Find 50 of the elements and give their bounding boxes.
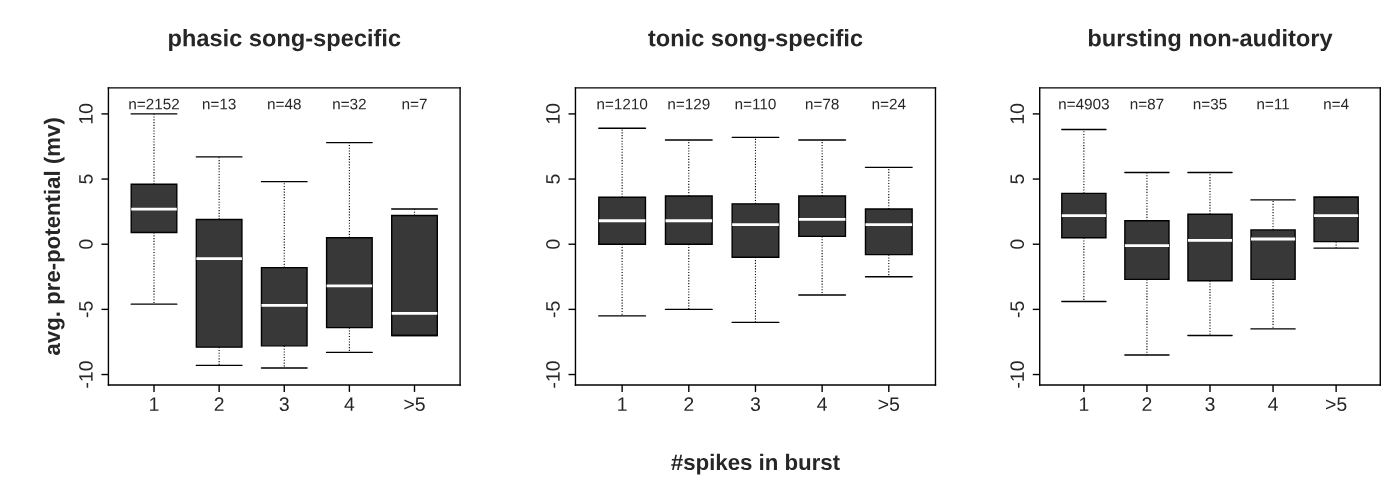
annotation: n=78 [805, 98, 839, 110]
x-tick-label: 1 [1079, 397, 1089, 411]
y-tick-label: -5 [1010, 301, 1025, 318]
annotation: n=13 [202, 98, 236, 110]
annotation: n=7 [402, 98, 427, 110]
x-tick-label: 2 [1142, 397, 1152, 411]
y-tick-label: 10 [79, 103, 93, 124]
x-tick-label: 2 [214, 397, 224, 411]
y-tick-label: -10 [79, 361, 93, 388]
annotation: n=2152 [129, 98, 179, 110]
x-tick-label: 1 [618, 397, 627, 411]
annotation: n=129 [668, 98, 710, 110]
y-tick-label: 5 [546, 174, 560, 184]
annotation: n=11 [1257, 98, 1289, 110]
y-tick-label: -5 [546, 301, 560, 318]
x-tick-label: >5 [1326, 397, 1347, 412]
x-tick-label: 1 [150, 397, 159, 411]
chart-title: phasic song-specific [169, 29, 401, 52]
x-tick-label: 4 [344, 397, 355, 411]
annotation: n=35 [1193, 98, 1227, 110]
chart-title: tonic song-specific [648, 29, 863, 52]
annotation: n=48 [268, 98, 301, 110]
x-tick-label: 2 [684, 397, 694, 411]
x-tick-label: 3 [1205, 397, 1215, 412]
y-tick-label: -10 [1010, 361, 1025, 388]
y-tick-label: 5 [1010, 174, 1025, 184]
annotation: n=24 [872, 98, 906, 110]
annotation: n=1210 [597, 98, 648, 110]
annotation: n=32 [333, 98, 366, 110]
y-tick-label: 0 [79, 239, 93, 249]
x-tick-label: 4 [817, 397, 827, 411]
x-tick-label: 4 [1268, 397, 1278, 411]
x-tick-label: 3 [279, 397, 289, 412]
y-tick-label: 0 [1010, 239, 1025, 249]
x-tick-label: >5 [878, 397, 900, 412]
x-axis-title: #spikes in burst [671, 453, 840, 475]
x-tick-label: >5 [404, 397, 425, 412]
y-tick-label: -5 [79, 301, 93, 318]
y-axis-title: avg. pre-potential (mv) [43, 118, 65, 355]
x-tick-label: 3 [750, 397, 761, 412]
annotation: n=110 [735, 98, 776, 110]
annotation: n=4 [1324, 98, 1349, 110]
chart-title: bursting non-auditory [1088, 29, 1333, 52]
y-tick-label: 0 [546, 239, 560, 249]
annotation: n=87 [1130, 98, 1164, 110]
y-tick-label: -10 [546, 361, 560, 388]
y-tick-label: 10 [1010, 103, 1025, 124]
annotation: n=4903 [1059, 98, 1109, 110]
y-tick-label: 5 [79, 174, 93, 184]
y-tick-label: 10 [546, 103, 560, 124]
